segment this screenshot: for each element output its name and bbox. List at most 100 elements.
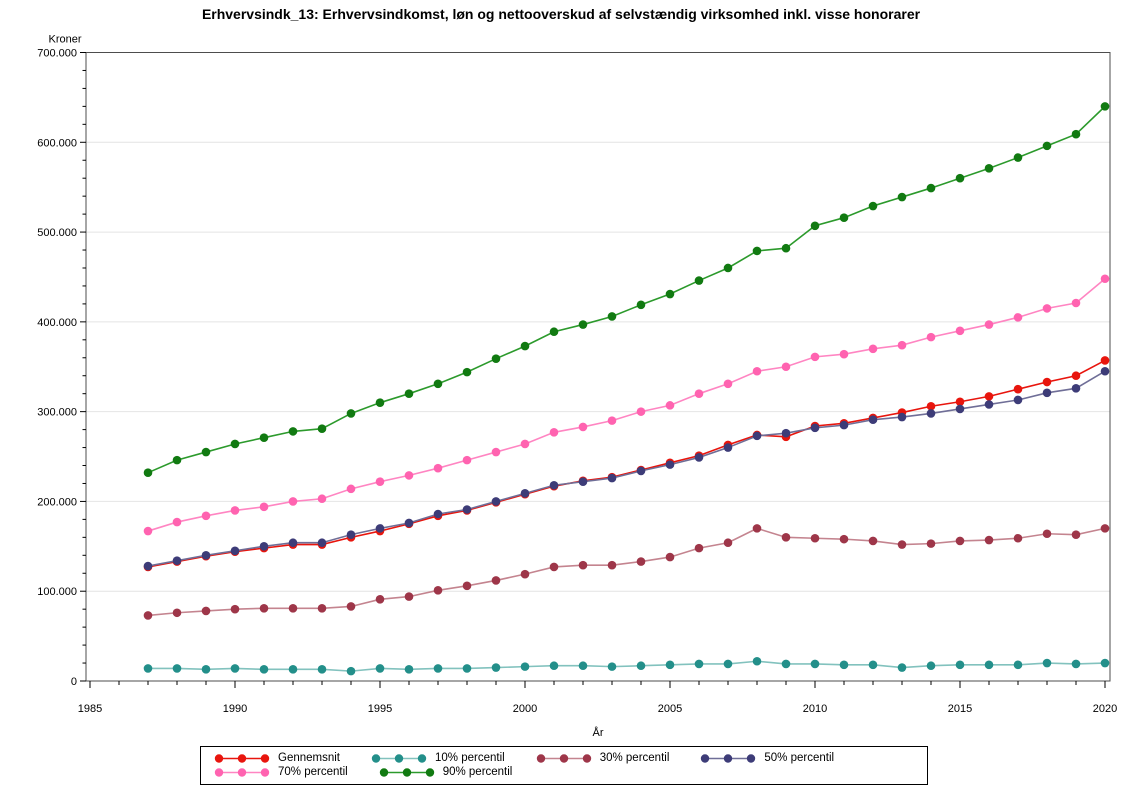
data-point <box>520 439 530 449</box>
x-tick-label: 1990 <box>223 703 247 715</box>
data-point <box>723 659 733 669</box>
data-point <box>955 326 965 336</box>
data-point <box>172 455 182 465</box>
data-point <box>694 659 704 669</box>
data-point <box>1100 274 1110 284</box>
data-point <box>317 665 327 674</box>
data-point <box>984 320 994 329</box>
data-point <box>868 344 878 354</box>
data-point <box>433 379 443 389</box>
data-point <box>955 173 965 183</box>
data-point <box>172 556 182 565</box>
data-point <box>317 538 327 548</box>
data-point <box>984 660 994 670</box>
data-point <box>752 431 762 441</box>
data-point <box>578 477 588 486</box>
data-point <box>607 312 617 321</box>
series-gennemsnit <box>143 356 1110 572</box>
data-point <box>1042 658 1052 668</box>
data-point <box>578 560 588 570</box>
data-point <box>259 665 269 674</box>
legend-label: 70% percentil <box>278 766 348 778</box>
y-tick-label: 100.000 <box>37 586 77 598</box>
x-axis-title: År <box>593 726 604 739</box>
legend-label: Gennemsnit <box>278 752 341 764</box>
data-point <box>433 586 443 595</box>
data-point <box>1100 356 1110 365</box>
data-point <box>781 362 791 372</box>
data-point <box>1071 530 1081 539</box>
data-point <box>694 276 704 285</box>
data-point <box>955 536 965 546</box>
data-point <box>375 524 385 533</box>
data-point <box>955 660 965 670</box>
y-tick-label: 200.000 <box>37 496 77 508</box>
data-point <box>549 327 559 337</box>
data-point <box>578 661 588 671</box>
series-30-percentil <box>143 524 1110 620</box>
data-point <box>810 423 820 433</box>
data-point <box>143 526 153 536</box>
y-tick-label: 500.000 <box>37 227 77 239</box>
series-line <box>147 105 1106 474</box>
legend-item: 50% percentil <box>699 752 834 764</box>
line-chart-plot: 0 100.000 200.000 300.000 400.000 500.000 600.… <box>37 34 1117 740</box>
data-point <box>1071 383 1081 393</box>
data-point <box>578 320 588 329</box>
legend-marker-icon <box>701 753 756 763</box>
data-point <box>1042 529 1052 539</box>
data-point <box>897 192 907 202</box>
data-point <box>1013 533 1023 543</box>
data-point <box>404 389 414 398</box>
data-point <box>317 424 327 434</box>
data-point <box>288 497 298 506</box>
legend-label: 90% percentil <box>442 766 513 778</box>
data-point <box>926 661 936 671</box>
data-point <box>839 420 849 430</box>
data-point <box>346 530 356 539</box>
y-tick-label: 300.000 <box>37 407 77 419</box>
data-point <box>462 505 472 514</box>
data-point <box>839 534 849 544</box>
data-point <box>984 400 994 409</box>
data-point <box>1100 658 1110 668</box>
data-point <box>781 533 791 542</box>
data-point <box>433 664 443 673</box>
data-point <box>549 562 559 572</box>
data-point <box>1071 659 1081 669</box>
data-point <box>491 497 501 506</box>
data-point <box>172 517 182 527</box>
data-point <box>839 660 849 670</box>
data-point <box>491 447 501 457</box>
data-point <box>984 392 994 401</box>
legend-marker-icon <box>371 753 427 763</box>
data-point <box>926 409 936 418</box>
legend-marker-icon <box>214 767 270 777</box>
data-point <box>1071 298 1081 308</box>
data-point <box>868 536 878 546</box>
data-point <box>1013 384 1023 394</box>
data-point <box>694 453 704 462</box>
data-point <box>810 659 820 669</box>
data-point <box>375 664 385 673</box>
data-point <box>1042 377 1052 387</box>
data-point <box>752 656 762 666</box>
data-point <box>926 332 936 342</box>
data-point <box>172 664 182 673</box>
x-tick-label: 2020 <box>1093 703 1117 715</box>
data-point <box>868 660 878 670</box>
data-point <box>1071 371 1081 381</box>
data-point <box>781 659 791 669</box>
data-point <box>694 389 704 398</box>
data-point <box>259 603 269 613</box>
data-point <box>549 661 559 671</box>
data-point <box>723 538 733 548</box>
data-point <box>665 289 675 299</box>
series-line <box>147 527 1106 617</box>
data-point <box>259 542 269 551</box>
data-point <box>926 401 936 411</box>
data-point <box>143 468 153 477</box>
data-point <box>317 494 327 504</box>
data-point <box>520 489 530 498</box>
